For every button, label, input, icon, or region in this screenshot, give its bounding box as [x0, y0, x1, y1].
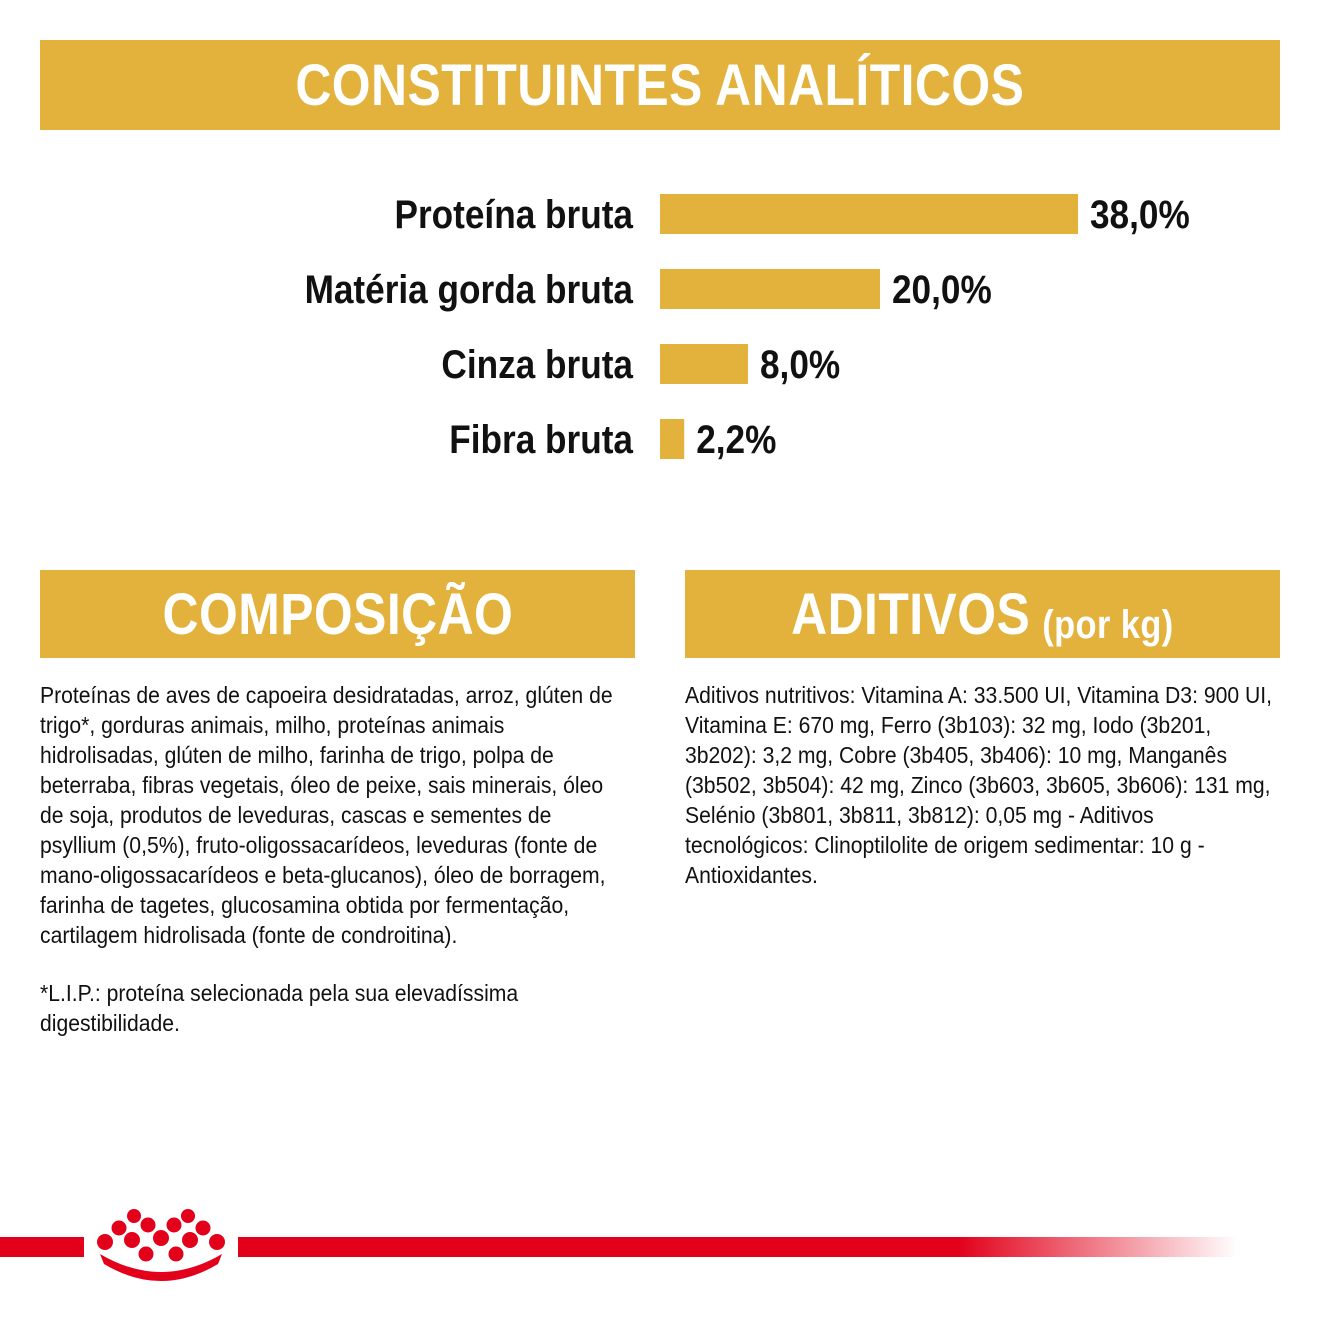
bar-category-label: Matéria gorda bruta [305, 267, 634, 312]
crown-logo-icon [97, 1209, 225, 1281]
header-composicao-label: COMPOSIÇÃO [162, 581, 513, 647]
bar [660, 269, 880, 309]
bar-value-label: 38,0% [1090, 192, 1190, 237]
header-aditivos-label: ADITIVOS [791, 581, 1031, 647]
composicao-text: Proteínas de aves de capoeira desidratad… [40, 682, 613, 948]
composicao-note: *L.I.P.: proteína selecionada pela sua e… [40, 980, 519, 1036]
bar [660, 419, 685, 459]
bar-value-label: 8,0% [760, 342, 840, 387]
header-composicao: COMPOSIÇÃO [40, 570, 635, 658]
bar-category-label: Fibra bruta [449, 417, 634, 462]
footer-line-left [0, 1237, 84, 1257]
header-analiticos-label: CONSTITUINTES ANALÍTICOS [295, 52, 1025, 118]
header-aditivos: ADITIVOS (por kg) [685, 570, 1280, 658]
header-analiticos: CONSTITUINTES ANALÍTICOS [40, 40, 1280, 130]
header-aditivos-suffix: (por kg) [1042, 602, 1174, 647]
bar [660, 194, 1078, 234]
bar-category-label: Cinza bruta [441, 342, 634, 387]
aditivos-text: Aditivos nutritivos: Vitamina A: 33.500 … [685, 682, 1273, 888]
footer-line-right [238, 1237, 1238, 1257]
analytic-chart: Proteína bruta 38,0% Matéria gorda bruta 20… [0, 170, 1320, 490]
bar-value-label: 2,2% [696, 417, 776, 462]
analytic-chart-svg: Proteína bruta 38,0% Matéria gorda bruta 20… [305, 192, 1190, 462]
bar-category-label: Proteína bruta [395, 192, 634, 237]
header-aditivos-group: ADITIVOS (por kg) [791, 581, 1174, 648]
bar [660, 344, 748, 384]
bar-value-label: 20,0% [892, 267, 992, 312]
